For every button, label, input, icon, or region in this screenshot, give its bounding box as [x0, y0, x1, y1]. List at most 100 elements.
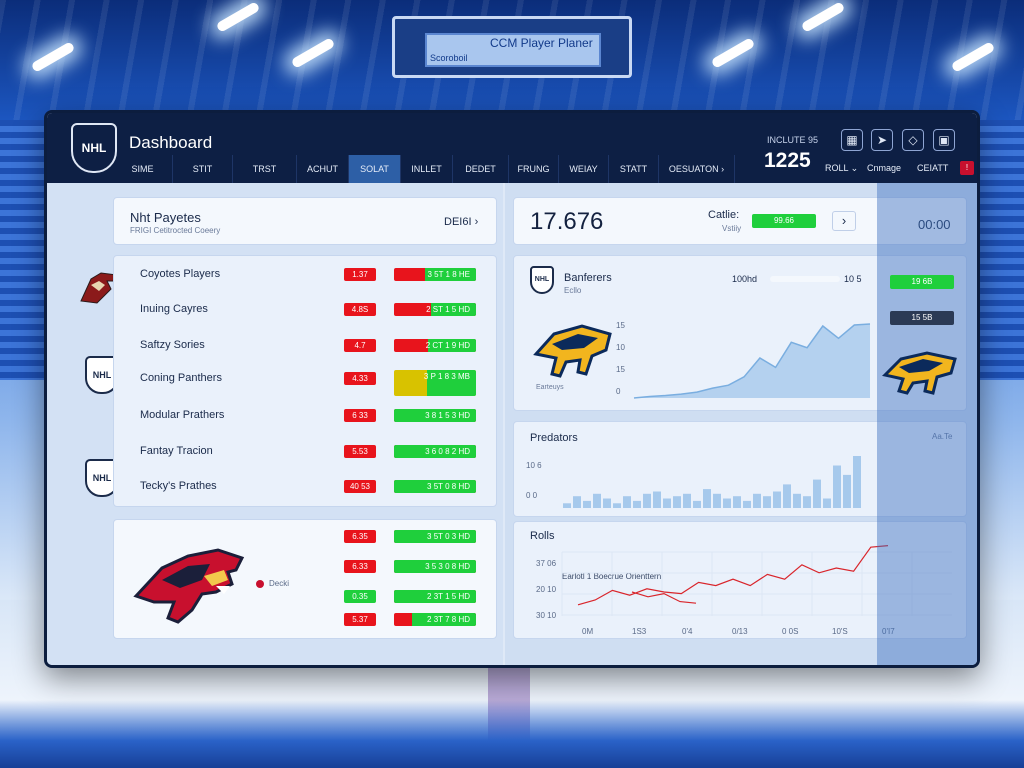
- tag-icon[interactable]: ◇: [902, 129, 924, 151]
- top-bar: NHL Dashboard INCLUTE 95 1225 ▦ ➤ ◇ ▣ RO…: [47, 113, 977, 183]
- change-menu[interactable]: Cnmage: [867, 163, 902, 173]
- y-tick-label: 10: [616, 343, 625, 352]
- tab-frung[interactable]: FRUNG: [509, 155, 559, 183]
- player-name: Coning Panthers: [140, 372, 222, 384]
- nhl-shield-icon: NHL: [530, 266, 554, 294]
- bar: [653, 491, 661, 508]
- banners-progress: [770, 276, 840, 282]
- bar: [793, 493, 801, 508]
- send-icon[interactable]: ➤: [871, 129, 893, 151]
- chevron-right-icon[interactable]: ›: [832, 211, 856, 231]
- tab-inllet[interactable]: INLLET: [401, 155, 453, 183]
- x-tick-label: 10'S: [832, 627, 848, 636]
- tab-achut[interactable]: ACHUT: [297, 155, 349, 183]
- series-line: [631, 591, 697, 604]
- player-name: Saftzy Sories: [140, 339, 205, 351]
- y-tick-label: 37 06: [536, 559, 557, 568]
- team-rating-badge: 6.33: [344, 560, 376, 573]
- x-tick-label: 0/13: [732, 627, 748, 636]
- alert-badge[interactable]: !: [960, 161, 974, 175]
- player-stat-bar: 3 8 1 5 3 HD: [394, 409, 476, 422]
- y-tick-label: 10 6: [526, 461, 542, 470]
- tab-trst[interactable]: TRST: [233, 155, 297, 183]
- bar: [843, 474, 851, 508]
- player-name: Fantay Tracion: [140, 445, 213, 457]
- dashboard-window: NHL Dashboard INCLUTE 95 1225 ▦ ➤ ◇ ▣ RO…: [44, 110, 980, 668]
- player-stat-bar: 2 CT 1 9 HD: [394, 339, 476, 352]
- players-subtitle: FRIGI Cetitrocted Coeery: [130, 226, 221, 235]
- bar: [603, 498, 611, 508]
- bar: [703, 489, 711, 508]
- tab-dedet[interactable]: DEDET: [453, 155, 509, 183]
- tab-solat[interactable]: SOLAT: [349, 155, 401, 183]
- panthers-logo: [132, 536, 250, 626]
- bar: [803, 496, 811, 508]
- bar: [593, 493, 601, 508]
- bar: [673, 496, 681, 508]
- player-rating-badge: 6 33: [344, 409, 376, 422]
- x-tick-label: 0 0S: [782, 627, 798, 636]
- banners-metric-label: 100hd: [732, 274, 758, 284]
- player-rating-badge: 4.33: [344, 372, 376, 385]
- y-tick-label: 20 10: [536, 585, 557, 594]
- roll-dropdown[interactable]: ROLL ⌄: [825, 163, 859, 173]
- team-stat-bar: 3 5T 0 3 HD: [394, 530, 476, 543]
- players-header-card: Nht Payetes FRIGI Cetitrocted Coeery DEI…: [113, 197, 497, 245]
- tab-stit[interactable]: STIT: [173, 155, 233, 183]
- stat-card: 17.676 Catlie: Vstiiy 99.66 › 00:00: [513, 197, 967, 245]
- player-stat-bar: 3 5T 0 8 HD: [394, 480, 476, 493]
- y-tick-label: 30 10: [536, 611, 557, 620]
- rolls-title: Rolls: [530, 530, 555, 542]
- player-rating-badge: 40 53: [344, 480, 376, 493]
- calendar-icon[interactable]: ▦: [841, 129, 863, 151]
- stat-sub: Vstiiy: [722, 224, 742, 233]
- players-details-link[interactable]: DEI6I ›: [444, 216, 479, 228]
- briefcase-icon[interactable]: ▣: [933, 129, 955, 151]
- bar: [613, 503, 621, 508]
- bar: [693, 500, 701, 508]
- bar: [623, 496, 631, 508]
- player-stat-bar: 3 5T 1 8 HE: [394, 268, 476, 281]
- tab-weiay[interactable]: WEIAY: [559, 155, 609, 183]
- bar: [833, 465, 841, 508]
- bar: [823, 498, 831, 508]
- player-rating-badge: 4.8S: [344, 303, 376, 316]
- bar: [733, 496, 741, 508]
- banners-metric-value: 10 5: [844, 274, 862, 284]
- players-title: Nht Payetes: [130, 210, 201, 225]
- bar: [713, 493, 721, 508]
- player-name: Inuing Cayres: [140, 303, 208, 315]
- player-name: Tecky's Prathes: [140, 480, 217, 492]
- player-stat-bar: 3 6 0 8 2 HD: [394, 445, 476, 458]
- bar: [853, 456, 861, 508]
- bar: [683, 493, 691, 508]
- team-rating-badge: 0.35: [344, 590, 376, 603]
- bar: [633, 500, 641, 508]
- rolls-line-chart: 37 06 20 10 30 10 0M 1S3 0'4 0/13 0 0S 10'S 0'I7: [536, 545, 952, 636]
- x-tick-label: 0'4: [682, 627, 693, 636]
- player-rating-badge: 1.37: [344, 268, 376, 281]
- player-rating-badge: 5.53: [344, 445, 376, 458]
- status-pill: 15 5B: [890, 311, 954, 325]
- status-pill: 19 6B: [890, 275, 954, 289]
- y-tick-label: 15: [616, 365, 625, 374]
- bar: [813, 479, 821, 508]
- predators-panel: Predators Aa.Te 10 6 0 0: [513, 421, 967, 517]
- create-menu[interactable]: CEIATT: [917, 163, 949, 173]
- team-rating-badge: 5.37: [344, 613, 376, 626]
- player-name: Modular Prathers: [140, 409, 225, 421]
- player-stat-bar: 3 P 1 8 3 MB: [394, 370, 476, 396]
- tab-statt[interactable]: STATT: [609, 155, 659, 183]
- coyotes-logo: [77, 267, 123, 307]
- x-tick-label: 0M: [582, 627, 593, 636]
- predators-logo-small: [881, 347, 961, 397]
- series-line: [577, 545, 889, 606]
- banners-caption: Earteuys: [536, 384, 564, 391]
- tab-sime[interactable]: SIME: [113, 155, 173, 183]
- team-stat-bar: 2 3T 7 8 HD: [394, 613, 476, 626]
- nhl-logo: NHL: [71, 123, 117, 173]
- bar: [743, 500, 751, 508]
- tab-oesuaton[interactable]: OESUATON ›: [659, 155, 735, 183]
- area-line: [633, 323, 871, 399]
- right-overlay: [877, 183, 977, 665]
